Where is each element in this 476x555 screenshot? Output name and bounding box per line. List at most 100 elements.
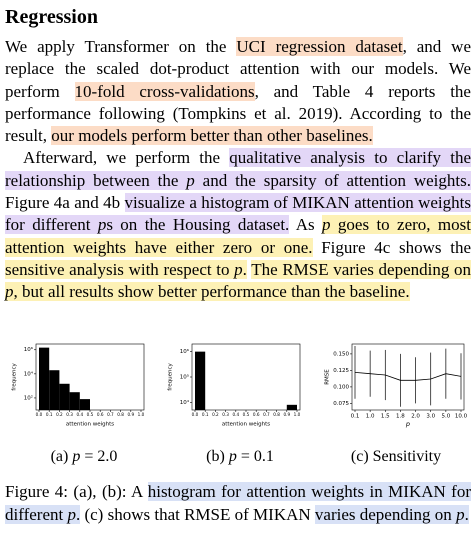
- plot-frame: [351, 343, 465, 411]
- subcaption: (a) p = 2.0: [6, 448, 162, 466]
- paragraph: Afterward, we perform the qualitative an…: [5, 147, 471, 303]
- y-tick-label: 0.125: [333, 368, 349, 374]
- x-tick-label: 1.0: [138, 412, 145, 417]
- x-tick-label: 0.2: [212, 412, 219, 417]
- text-span: (b): [206, 448, 229, 465]
- x-tick-label: 0.9: [283, 412, 290, 417]
- chart: 0.075 0.100 0.125 0.150 RMSE p 0.1 1.0 1.5 1.8 2.0…: [325, 343, 468, 428]
- plot-frame: [191, 343, 301, 411]
- x-tick-label: 1.8: [396, 414, 405, 420]
- x-tick-label: 0.3: [66, 412, 73, 417]
- y-tick-label: 10²: [24, 394, 33, 401]
- x-tick-label: 2.0: [411, 414, 420, 420]
- histogram-bar: [59, 383, 70, 410]
- y-tick-label: 10⁶: [180, 348, 190, 355]
- highlighted-text: 10-fold cross-validations: [74, 81, 255, 101]
- x-tick-label: 0.3: [222, 412, 229, 417]
- highlighted-text: p: [456, 505, 465, 524]
- text-span: As: [289, 215, 323, 235]
- x-tick-label: 0.7: [263, 412, 270, 417]
- x-tick-label: 0.8: [117, 412, 124, 417]
- x-tick-label: 0.1: [46, 412, 53, 417]
- histogram-bar: [49, 370, 60, 410]
- x-tick-label: 0.9: [127, 412, 134, 417]
- y-axis-label: frequency: [168, 362, 174, 390]
- x-tick-label: 0.8: [273, 412, 280, 417]
- body-text: We apply Transformer on the UCI regressi…: [5, 36, 471, 304]
- y-tick-label: 0.100: [333, 384, 349, 390]
- histogram-bar: [286, 404, 297, 410]
- y-tick-label: 10⁵: [180, 374, 189, 381]
- x-axis-label: attention weights: [66, 422, 114, 428]
- text-span: (a): [50, 448, 73, 465]
- x-tick-label: 1.0: [366, 414, 375, 420]
- highlighted-text: .: [464, 505, 469, 524]
- highlighted-text: varies depending on: [314, 505, 457, 524]
- histogram-bar: [69, 392, 80, 410]
- x-axis-label: attention weights: [222, 422, 270, 428]
- y-tick-label: 10⁴: [180, 399, 190, 406]
- y-axis-label: frequency: [12, 362, 18, 390]
- highlighted-text: sensitive analysis with respect to: [5, 259, 235, 279]
- histogram-bar: [195, 351, 206, 410]
- x-axis-label: p: [405, 420, 410, 428]
- text-span: , and Table 4 reports the performance fo…: [5, 81, 471, 146]
- text-span: = 2.0: [80, 448, 118, 465]
- text-span: (c) Sensitivity: [350, 448, 442, 465]
- highlighted-text: p: [5, 282, 14, 302]
- x-tick-label: 0.1: [351, 414, 360, 420]
- x-tick-label: 0.5: [243, 412, 250, 417]
- subfigure: 10² 10⁴ 10⁶ frequency attention weights 0.0 0.…: [6, 336, 162, 466]
- x-tick-label: 0.7: [107, 412, 114, 417]
- highlighted-text: our models perform better than other bas…: [51, 126, 373, 146]
- subcaption: (b) p = 0.1: [162, 448, 318, 466]
- highlighted-text: , but all results show better performanc…: [13, 282, 410, 302]
- highlighted-text: and the sparsity of attention weights.: [194, 170, 471, 190]
- highlighted-text: The RMSE varies depending on: [251, 259, 471, 279]
- x-tick-label: 5.0: [441, 414, 450, 420]
- highlighted-text: p: [322, 215, 331, 235]
- x-tick-label: 0.6: [97, 412, 104, 417]
- x-tick-label: 0.1: [202, 412, 209, 417]
- highlighted-text: p: [67, 505, 76, 524]
- x-tick-label: 0.4: [76, 412, 83, 417]
- y-tick-label: 0.150: [333, 351, 349, 357]
- x-tick-label: 0.2: [56, 412, 63, 417]
- highlighted-text: .: [242, 259, 247, 279]
- highlighted-text: p: [186, 170, 195, 190]
- figure: 10² 10⁴ 10⁶ frequency attention weights 0.0 0.…: [0, 336, 476, 476]
- text-span: Figure 4a and 4b: [5, 193, 125, 213]
- y-tick-label: 10⁴: [24, 370, 34, 377]
- highlighted-text: p: [97, 215, 107, 235]
- line: [354, 371, 462, 381]
- text-span: We apply Transformer on the: [5, 37, 237, 56]
- text-span: , and we replace the scaled dot-product …: [5, 37, 472, 101]
- x-tick-label: 0.4: [232, 412, 239, 417]
- x-tick-label: 10.0: [455, 414, 468, 420]
- x-tick-label: 0.0: [192, 412, 199, 417]
- subcaption: (c) Sensitivity: [318, 448, 474, 466]
- x-tick-label: 1.0: [294, 412, 301, 417]
- x-tick-label: 0.0: [36, 412, 43, 417]
- histogram-bar: [39, 347, 50, 410]
- x-tick-label: 1.5: [381, 414, 390, 420]
- x-tick-label: 3.0: [426, 414, 435, 420]
- highlighted-text: .: [75, 505, 81, 524]
- x-tick-label: 0.5: [87, 412, 94, 417]
- text-span: p: [72, 448, 81, 465]
- highlighted-text: s on the Housing dataset.: [106, 215, 290, 235]
- highlighted-text: UCI regression dataset: [236, 37, 403, 56]
- section-heading: Regression: [5, 6, 98, 28]
- text-span: Figure 4c shows the: [312, 237, 471, 257]
- y-axis-label: RMSE: [325, 369, 331, 385]
- y-tick-label: 0.075: [333, 401, 349, 407]
- text-span: = 0.1: [236, 448, 274, 465]
- text-span: Afterward, we perform the: [23, 148, 230, 168]
- subfigure: 10⁴ 10⁵ 10⁶ frequency attention weights 0.0 0.…: [162, 336, 318, 466]
- text-span: Figure 4: (a), (b): A: [5, 482, 148, 501]
- highlighted-text: p: [234, 259, 243, 279]
- subfigure: 0.075 0.100 0.125 0.150 RMSE p 0.1 1.0 1.5 1.8 2.0…: [318, 336, 474, 466]
- text-span: (c) shows that RMSE of MIKAN: [80, 505, 315, 524]
